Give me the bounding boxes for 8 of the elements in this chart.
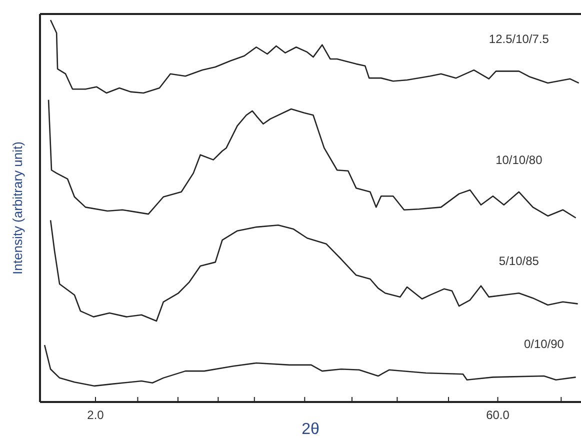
y-axis-title: Intensity (arbitrary unit) [10, 142, 25, 274]
x-tick-label: 60.0 [486, 408, 510, 422]
x-axis-title: 2θ [302, 421, 320, 438]
text: 10/10/80 [496, 152, 543, 167]
text: 5/10/85 [498, 254, 540, 268]
text: 12.5/10/7.5 [488, 32, 550, 46]
text: 0/10/90 [524, 337, 564, 352]
x-tick-label: 2.0 [87, 408, 104, 422]
